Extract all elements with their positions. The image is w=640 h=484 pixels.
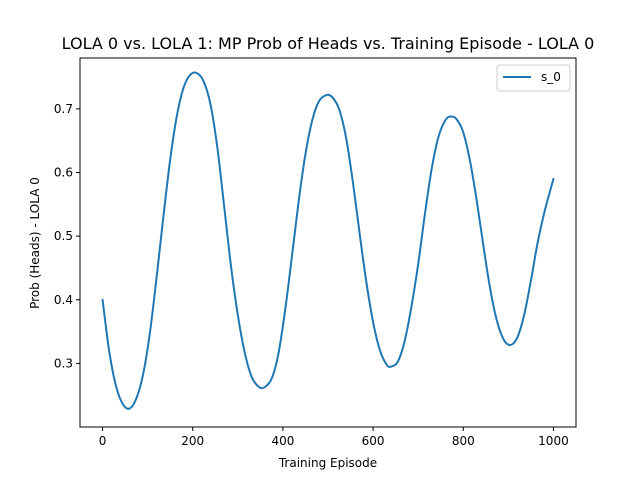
y-tick-label: 0.3 — [54, 356, 73, 370]
x-tick-label: 400 — [271, 434, 294, 448]
x-tick-label: 200 — [181, 434, 204, 448]
y-axis-label: Prob (Heads) - LOLA 0 — [28, 177, 42, 309]
y-tick-label: 0.4 — [54, 293, 73, 307]
y-tick-label: 0.7 — [54, 102, 73, 116]
y-tick-label: 0.5 — [54, 229, 73, 243]
ticks: 0 200 400 600 800 1000 0.3 0.4 0.5 0.6 0.7 — [54, 102, 569, 448]
x-tick-label: 0 — [99, 434, 107, 448]
x-tick-label: 600 — [362, 434, 385, 448]
series-line-s_0 — [101, 71, 555, 410]
x-axis-label: Training Episode — [278, 456, 377, 470]
x-tick-label: 1000 — [538, 434, 569, 448]
plot-frame — [79, 57, 577, 428]
legend-label: s_0 — [541, 70, 561, 84]
x-tick-label: 800 — [452, 434, 475, 448]
y-tick-label: 0.6 — [54, 166, 73, 180]
legend: s_0 — [496, 64, 571, 92]
chart-title: LOLA 0 vs. LOLA 1: MP Prob of Heads vs. … — [62, 34, 595, 53]
legend-box — [496, 64, 571, 92]
